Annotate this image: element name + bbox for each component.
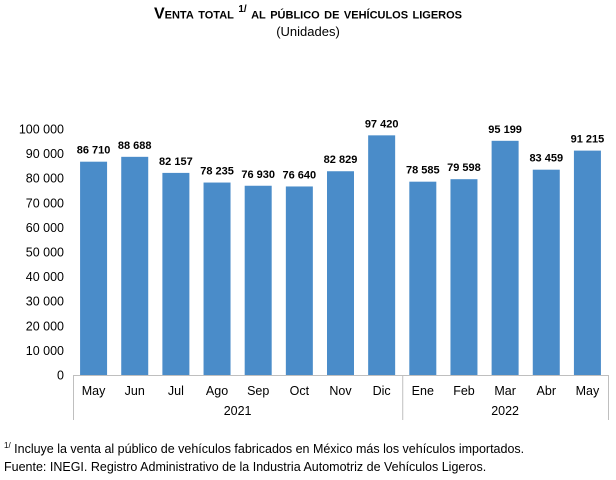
- data-label: 86 710: [77, 145, 111, 157]
- x-tick-label: Abr: [537, 384, 556, 398]
- bar: [80, 161, 108, 375]
- y-tick-label: 60 000: [26, 221, 64, 235]
- bar: [244, 185, 272, 375]
- bar: [573, 150, 601, 375]
- x-tick-label: Jul: [168, 384, 184, 398]
- footnote: 1/ Incluye la venta al público de vehícu…: [4, 441, 525, 457]
- data-label: 91 215: [571, 134, 605, 146]
- y-tick-label: 80 000: [26, 172, 64, 186]
- year-label: 2022: [491, 404, 519, 418]
- y-tick-label: 30 000: [26, 295, 64, 309]
- data-label: 76 640: [283, 169, 317, 181]
- y-tick-label: 70 000: [26, 196, 64, 210]
- data-label: 83 459: [529, 153, 563, 165]
- y-tick-label: 20 000: [26, 319, 64, 333]
- data-label: 79 598: [447, 162, 481, 174]
- data-label: 97 420: [365, 118, 399, 130]
- bar: [203, 182, 231, 375]
- year-label: 2021: [224, 404, 252, 418]
- bar: [327, 171, 354, 375]
- x-tick-label: Dic: [373, 384, 391, 398]
- bar: [491, 140, 519, 375]
- x-tick-label: Mar: [494, 384, 516, 398]
- x-tick-label: Feb: [453, 384, 475, 398]
- bar: [285, 186, 313, 375]
- bar: [450, 179, 478, 375]
- y-tick-label: 90 000: [26, 147, 64, 161]
- bar: [162, 172, 190, 375]
- chart-title: Venta total 1/ al público de vehículos l…: [153, 4, 463, 23]
- data-label: 78 585: [406, 165, 440, 177]
- y-tick-label: 10 000: [26, 344, 64, 358]
- data-label: 95 199: [488, 124, 522, 136]
- x-tick-label: Nov: [329, 384, 352, 398]
- bar: [409, 181, 437, 375]
- y-tick-label: 100 000: [19, 123, 64, 137]
- bar: [532, 169, 560, 375]
- y-tick-label: 50 000: [26, 246, 64, 260]
- bar: [368, 135, 396, 375]
- source-note: Fuente: INEGI. Registro Administrativo d…: [4, 460, 487, 474]
- data-label: 82 829: [324, 154, 358, 166]
- data-label: 78 235: [200, 166, 234, 178]
- y-tick-label: 0: [57, 369, 64, 383]
- data-label: 82 157: [159, 156, 193, 168]
- data-label: 76 930: [241, 169, 275, 181]
- x-tick-label: Jun: [125, 384, 145, 398]
- x-tick-label: Ago: [206, 384, 228, 398]
- x-tick-label: Sep: [247, 384, 269, 398]
- x-tick-label: May: [82, 384, 106, 398]
- x-tick-label: Ene: [412, 384, 434, 398]
- x-tick-label: Oct: [290, 384, 310, 398]
- chart-subtitle: (Unidades): [276, 24, 340, 39]
- x-tick-label: May: [576, 384, 600, 398]
- data-label: 88 688: [118, 140, 152, 152]
- bar: [121, 156, 149, 375]
- y-tick-label: 40 000: [26, 270, 64, 284]
